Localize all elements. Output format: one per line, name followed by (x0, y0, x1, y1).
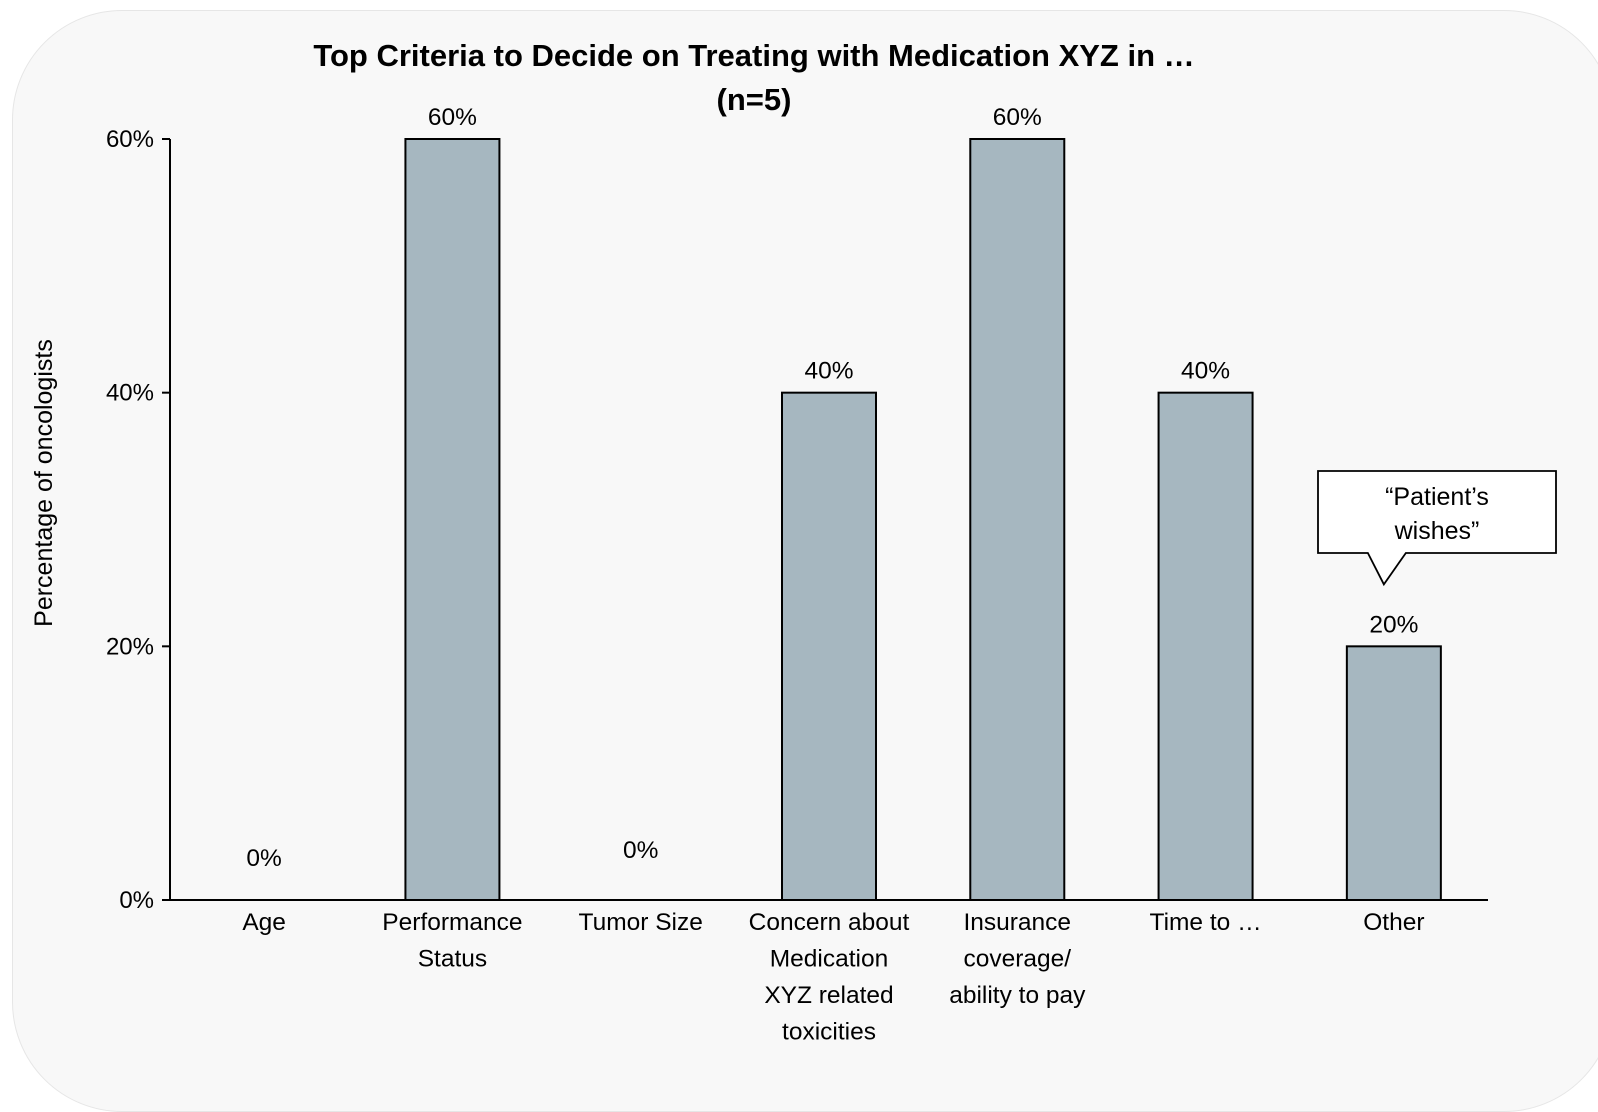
y-tick-label: 40% (106, 380, 154, 407)
bar (1345, 645, 1442, 901)
y-axis-label: Percentage of oncologists (30, 339, 58, 627)
axes-group (162, 138, 1488, 901)
callout-text: “Patient’s wishes” (1385, 483, 1489, 545)
data-label: 20% (1369, 611, 1418, 638)
callout-box (1317, 470, 1557, 587)
data-label: 60% (428, 104, 477, 131)
y-tick-label: 0% (119, 887, 154, 914)
y-tick-label: 20% (106, 633, 154, 660)
x-tick-label: Concern about Medication XYZ related toxici… (749, 909, 910, 1046)
bar (969, 138, 1066, 901)
y-tick-labels-group: 0% 20% 40% 60% (106, 126, 154, 914)
x-tick-labels-group: Age Performance Status Tumor Size Concern ab… (242, 909, 1424, 1046)
y-tick-label: 60% (106, 126, 154, 153)
chart-title-line-1: Top Criteria to Decide on Treating with … (313, 38, 1194, 73)
callouts-group: “Patient’s wishes” (1317, 470, 1557, 587)
chart-title-line-2: (n=5) (717, 82, 792, 117)
data-label: 0% (623, 837, 658, 864)
bar-chart: Top Criteria to Decide on Treating with … (30, 38, 1557, 1046)
x-tick-label: Insurance coverage/ability to pay (949, 909, 1086, 1009)
data-label: 40% (1181, 358, 1230, 385)
x-tick-label: Time to … (1150, 909, 1262, 936)
data-label: 60% (993, 104, 1042, 131)
x-tick-label: Performance Status (382, 909, 522, 973)
data-label: 40% (804, 358, 853, 385)
x-tick-label: Age (242, 909, 286, 936)
data-label: 0% (246, 845, 281, 872)
bars-group (404, 138, 1442, 901)
x-tick-label: Tumor Size (579, 909, 703, 936)
bar (781, 391, 877, 901)
bar (404, 138, 501, 901)
data-labels-group: 0% 60% 0% 40% 60% 40% 20% (246, 104, 1418, 872)
bar (1157, 391, 1254, 901)
x-tick-label: Other (1363, 909, 1424, 936)
